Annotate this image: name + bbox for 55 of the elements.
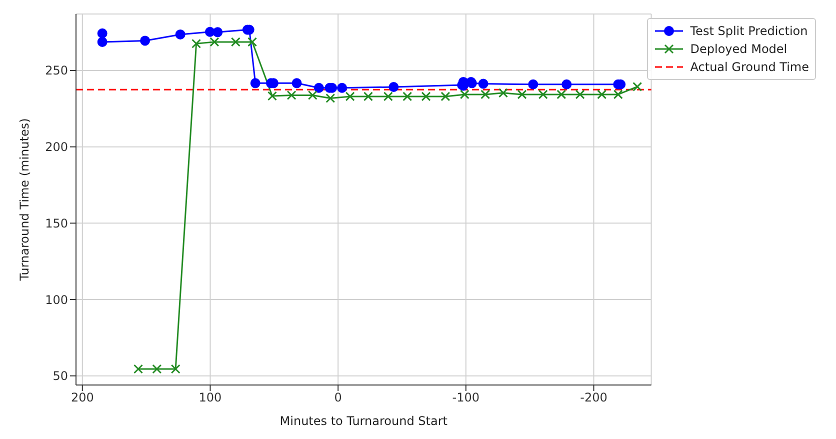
x-axis-title: Minutes to Turnaround Start (280, 414, 448, 428)
point (248, 37, 258, 47)
point (326, 94, 336, 104)
point (575, 90, 585, 100)
point (402, 92, 412, 102)
y-tick-label: 250 (45, 64, 68, 78)
point (556, 90, 566, 100)
point (286, 90, 296, 100)
point (308, 90, 318, 100)
y-tick-label: 150 (45, 216, 68, 230)
point (97, 28, 108, 38)
point (528, 79, 538, 90)
x-tick-label: 200 (70, 390, 94, 405)
y-tick-label: 50 (52, 369, 68, 384)
point (140, 36, 150, 46)
x-tick-label: -100 (452, 390, 480, 405)
point (192, 38, 202, 48)
point (314, 82, 324, 93)
point (440, 92, 450, 102)
point (212, 27, 223, 38)
point (538, 90, 548, 100)
y-tick-label: 200 (45, 140, 68, 154)
point (460, 90, 470, 100)
point (230, 37, 240, 47)
point (613, 90, 623, 100)
point (478, 78, 488, 89)
point (292, 78, 302, 88)
point (421, 92, 431, 102)
legend-label: Test Split Prediction (690, 24, 808, 38)
point (210, 37, 220, 47)
point (562, 79, 572, 90)
point (480, 90, 490, 100)
point (175, 29, 186, 40)
point (337, 82, 348, 93)
point (134, 364, 144, 374)
point (597, 90, 607, 100)
point (250, 78, 260, 88)
point (363, 92, 373, 102)
point (267, 91, 277, 101)
y-tick-label: 100 (45, 292, 68, 307)
point (383, 92, 393, 102)
point (388, 82, 399, 92)
legend-label: Deployed Model (690, 42, 788, 56)
point (97, 36, 108, 47)
point (517, 90, 527, 100)
point (498, 88, 508, 98)
x-tick-label: 0 (334, 390, 342, 405)
point (170, 364, 180, 374)
point (345, 92, 355, 102)
point (632, 82, 642, 92)
y-axis-title: Turnaround Time (minutes) (17, 118, 32, 282)
point (152, 364, 162, 374)
x-tick-label: -200 (580, 390, 608, 405)
legend-label: Actual Ground Time (690, 60, 809, 74)
x-tick-label: 100 (198, 390, 222, 405)
